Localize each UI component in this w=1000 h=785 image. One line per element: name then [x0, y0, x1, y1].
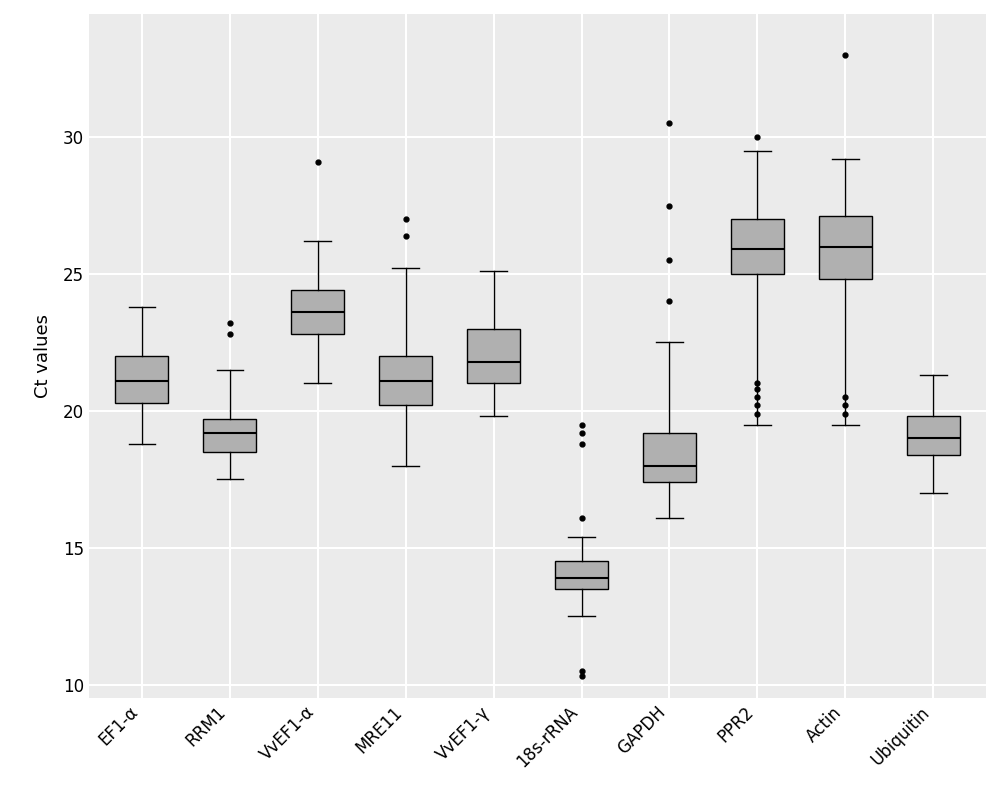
PathPatch shape: [115, 356, 168, 403]
PathPatch shape: [731, 219, 784, 274]
Y-axis label: Ct values: Ct values: [34, 314, 52, 398]
PathPatch shape: [379, 356, 432, 405]
PathPatch shape: [291, 290, 344, 334]
PathPatch shape: [467, 329, 520, 383]
PathPatch shape: [203, 419, 256, 452]
PathPatch shape: [907, 416, 960, 455]
PathPatch shape: [643, 433, 696, 482]
PathPatch shape: [555, 561, 608, 589]
PathPatch shape: [819, 217, 872, 279]
